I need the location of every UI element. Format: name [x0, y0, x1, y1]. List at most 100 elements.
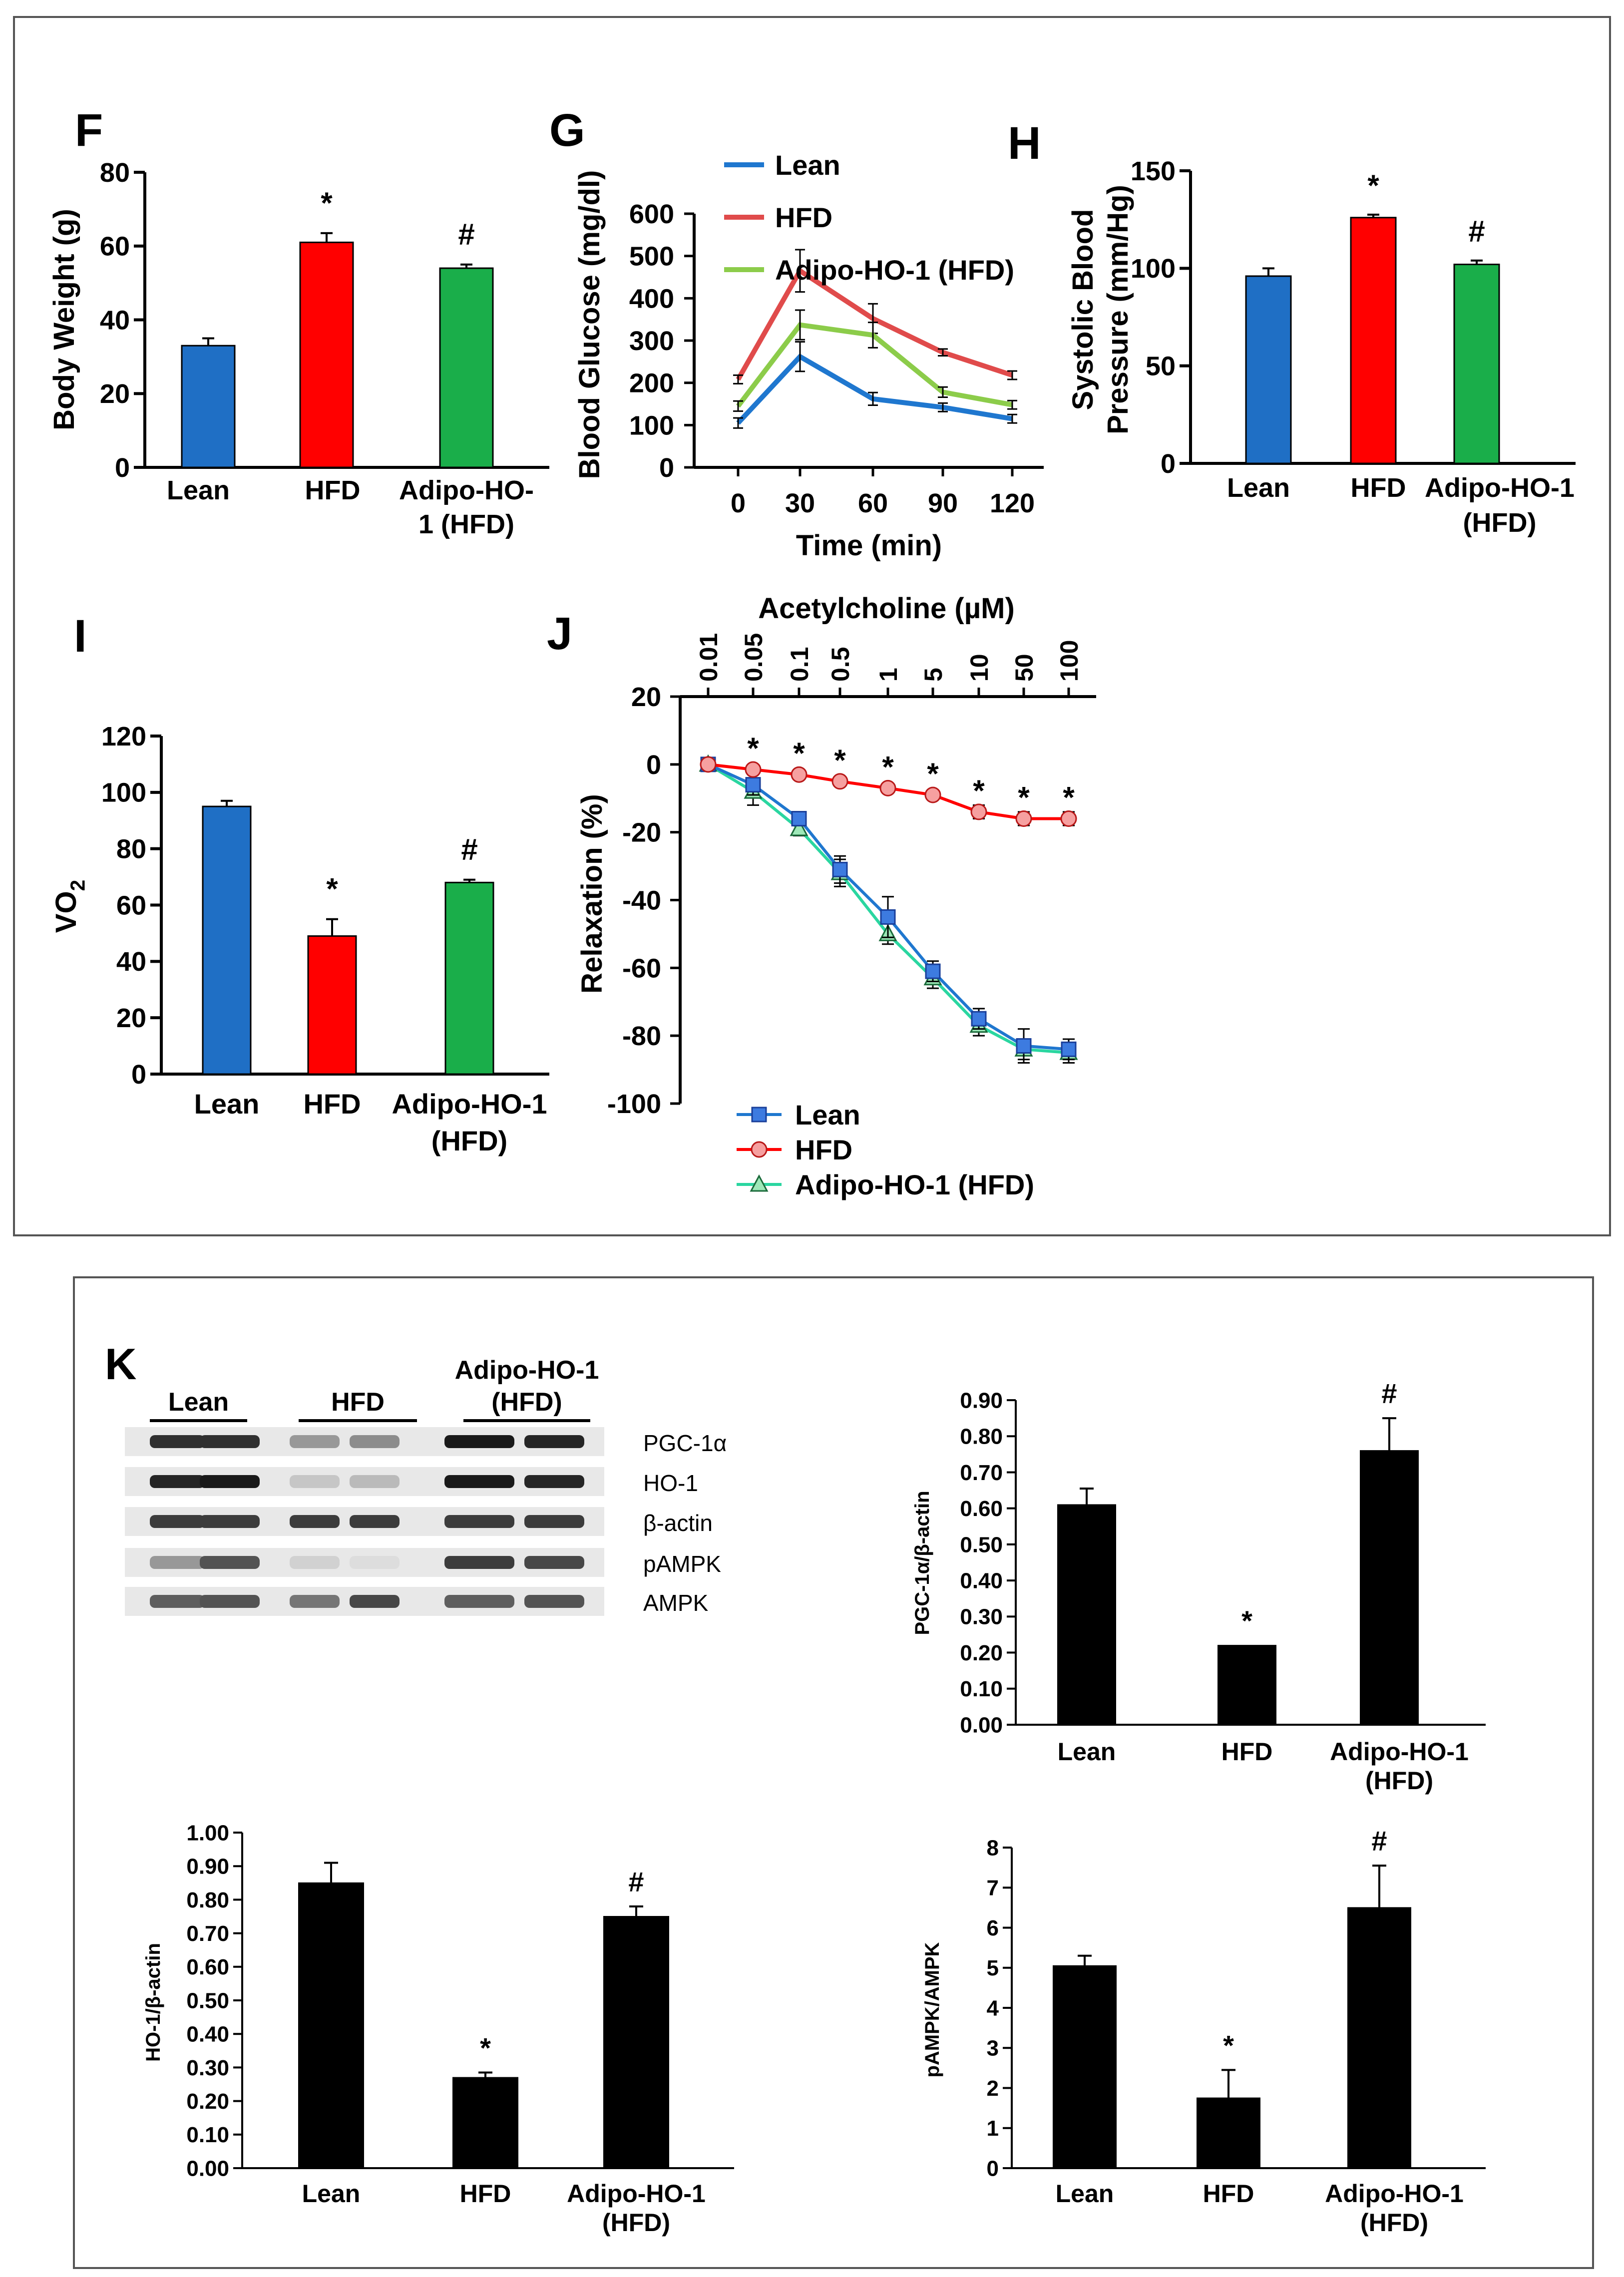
- y-tick-label: 0.00: [186, 2156, 229, 2181]
- bar: [1197, 2097, 1260, 2169]
- data-point: [745, 777, 761, 793]
- blot-group-label: (HFD): [491, 1388, 562, 1417]
- chart-ho1-ratio: 0.00 0.10 0.20 0.30 0.40 0.50 0.60 0.70 0.80 0.90…: [142, 1821, 734, 2237]
- y-tick-label: 60: [100, 232, 130, 262]
- blot-row-label: AMPK: [643, 1590, 709, 1616]
- blot-band: [150, 1515, 205, 1528]
- data-point: [970, 803, 987, 820]
- category-label: HFD: [1351, 473, 1406, 503]
- blot-row-label: PGC-1α: [643, 1430, 727, 1456]
- y-tick-label: 0.40: [186, 2022, 229, 2047]
- x-tick-label: 90: [928, 488, 958, 518]
- bar: [299, 241, 354, 468]
- category-label: Lean: [167, 475, 230, 505]
- y-tick-label: 0.50: [960, 1532, 1003, 1557]
- y-tick-label: 600: [629, 199, 674, 229]
- legend-label: Adipo-HO-1 (HFD): [795, 1169, 1034, 1200]
- y-tick-label: 0.60: [186, 1955, 229, 1979]
- blot-band: [290, 1435, 340, 1448]
- x-axis-label: Acetylcholine (µM): [758, 592, 1015, 625]
- y-axis-label: PGC-1α/β-actin: [911, 1491, 933, 1635]
- bar: [1347, 1907, 1411, 2169]
- y-tick-label: 150: [1131, 156, 1176, 186]
- bar: [1360, 1450, 1419, 1725]
- x-tick-label: 30: [785, 488, 815, 518]
- y-tick-label: 60: [116, 890, 146, 920]
- y-tick-label: 0.70: [960, 1461, 1003, 1485]
- significance-marker: *: [326, 872, 338, 906]
- significance-marker: *: [1018, 781, 1030, 814]
- category-label: Lean: [1056, 2180, 1114, 2208]
- bar: [1350, 217, 1397, 464]
- significance-marker: *: [480, 2032, 491, 2063]
- blot-band: [350, 1515, 400, 1528]
- legend-label: Adipo-HO-1 (HFD): [775, 254, 1014, 286]
- blot-group-label: Adipo-HO-1: [455, 1356, 599, 1385]
- blot-row-label: β-actin: [643, 1510, 713, 1536]
- category-label: (HFD): [602, 2209, 670, 2237]
- significance-marker: *: [927, 757, 939, 790]
- significance-marker: *: [834, 744, 846, 777]
- category-label: Adipo-HO-1: [1325, 2180, 1464, 2208]
- x-tick-label: 0.01: [695, 633, 723, 682]
- blot-band: [444, 1435, 514, 1448]
- category-label: Lean: [194, 1088, 260, 1120]
- y-tick-label: 40: [100, 305, 130, 335]
- y-tick-label: 0.40: [960, 1569, 1003, 1593]
- category-label: Adipo-HO-1: [1330, 1738, 1469, 1766]
- data-point: [1015, 810, 1032, 827]
- blot-band: [290, 1475, 340, 1488]
- panel-label: K: [105, 1339, 137, 1389]
- y-axis-label: Pressure (mm/Hg): [1102, 185, 1134, 434]
- significance-marker: #: [461, 833, 477, 866]
- chart-pampk-ratio: 0 1 2 3 4 5 6 7 8 Lean * HFD # Adipo-HO-1(HFD) pAMPK/A…: [921, 1825, 1486, 2237]
- y-tick-label: -40: [622, 886, 661, 916]
- significance-marker: *: [1367, 169, 1379, 202]
- data-point: [971, 1011, 987, 1027]
- data-point: [745, 761, 762, 778]
- y-tick-label: 20: [116, 1003, 146, 1033]
- blot-band: [150, 1595, 205, 1608]
- data-point: [925, 963, 941, 979]
- bar: [202, 805, 252, 1075]
- blot-band: [350, 1556, 400, 1569]
- blot-band: [150, 1475, 205, 1488]
- data-point: [880, 909, 896, 925]
- significance-marker: *: [747, 732, 759, 765]
- category-label: Lean: [1058, 1738, 1116, 1766]
- x-axis-label: Time (min): [796, 529, 942, 562]
- chart-vo2: 020406080100120Lean*HFD#Adipo-HO-1(HFD)V…: [50, 611, 549, 1156]
- significance-marker: #: [1371, 1825, 1387, 1857]
- bar: [1245, 275, 1292, 464]
- y-axis-label: Blood Glucose (mg/dl): [573, 170, 606, 479]
- y-axis-label: Systolic Blood: [1067, 209, 1099, 410]
- y-tick-label: 80: [116, 834, 146, 864]
- y-tick-label: 5: [987, 1956, 999, 1980]
- blot-band: [200, 1435, 260, 1448]
- y-tick-label: 0: [131, 1060, 146, 1090]
- category-label: 1 (HFD): [418, 509, 514, 539]
- y-tick-label: 0.20: [960, 1641, 1003, 1665]
- bar: [1057, 1504, 1116, 1725]
- x-tick-label: 0.1: [786, 647, 813, 682]
- blot-band: [200, 1595, 260, 1608]
- blot-row-label: HO-1: [643, 1470, 698, 1496]
- data-point: [1060, 810, 1077, 827]
- legend-marker: [751, 1141, 768, 1158]
- blot-band: [350, 1435, 400, 1448]
- data-point: [790, 818, 809, 836]
- y-tick-label: -60: [622, 953, 661, 983]
- data-point: [1061, 1041, 1077, 1057]
- significance-marker: *: [321, 186, 333, 220]
- data-point: [791, 766, 808, 783]
- blot-band: [444, 1475, 514, 1488]
- y-tick-label: 0.60: [960, 1497, 1003, 1521]
- category-label: Adipo-HO-: [399, 475, 534, 505]
- significance-marker: #: [1381, 1378, 1397, 1409]
- blot-band: [200, 1556, 260, 1569]
- y-tick-label: 20: [100, 379, 130, 409]
- y-tick-label: 4: [987, 1996, 999, 2020]
- blot-band: [290, 1556, 340, 1569]
- category-label: (HFD): [1463, 508, 1537, 538]
- y-tick-label: 0.30: [186, 2056, 229, 2080]
